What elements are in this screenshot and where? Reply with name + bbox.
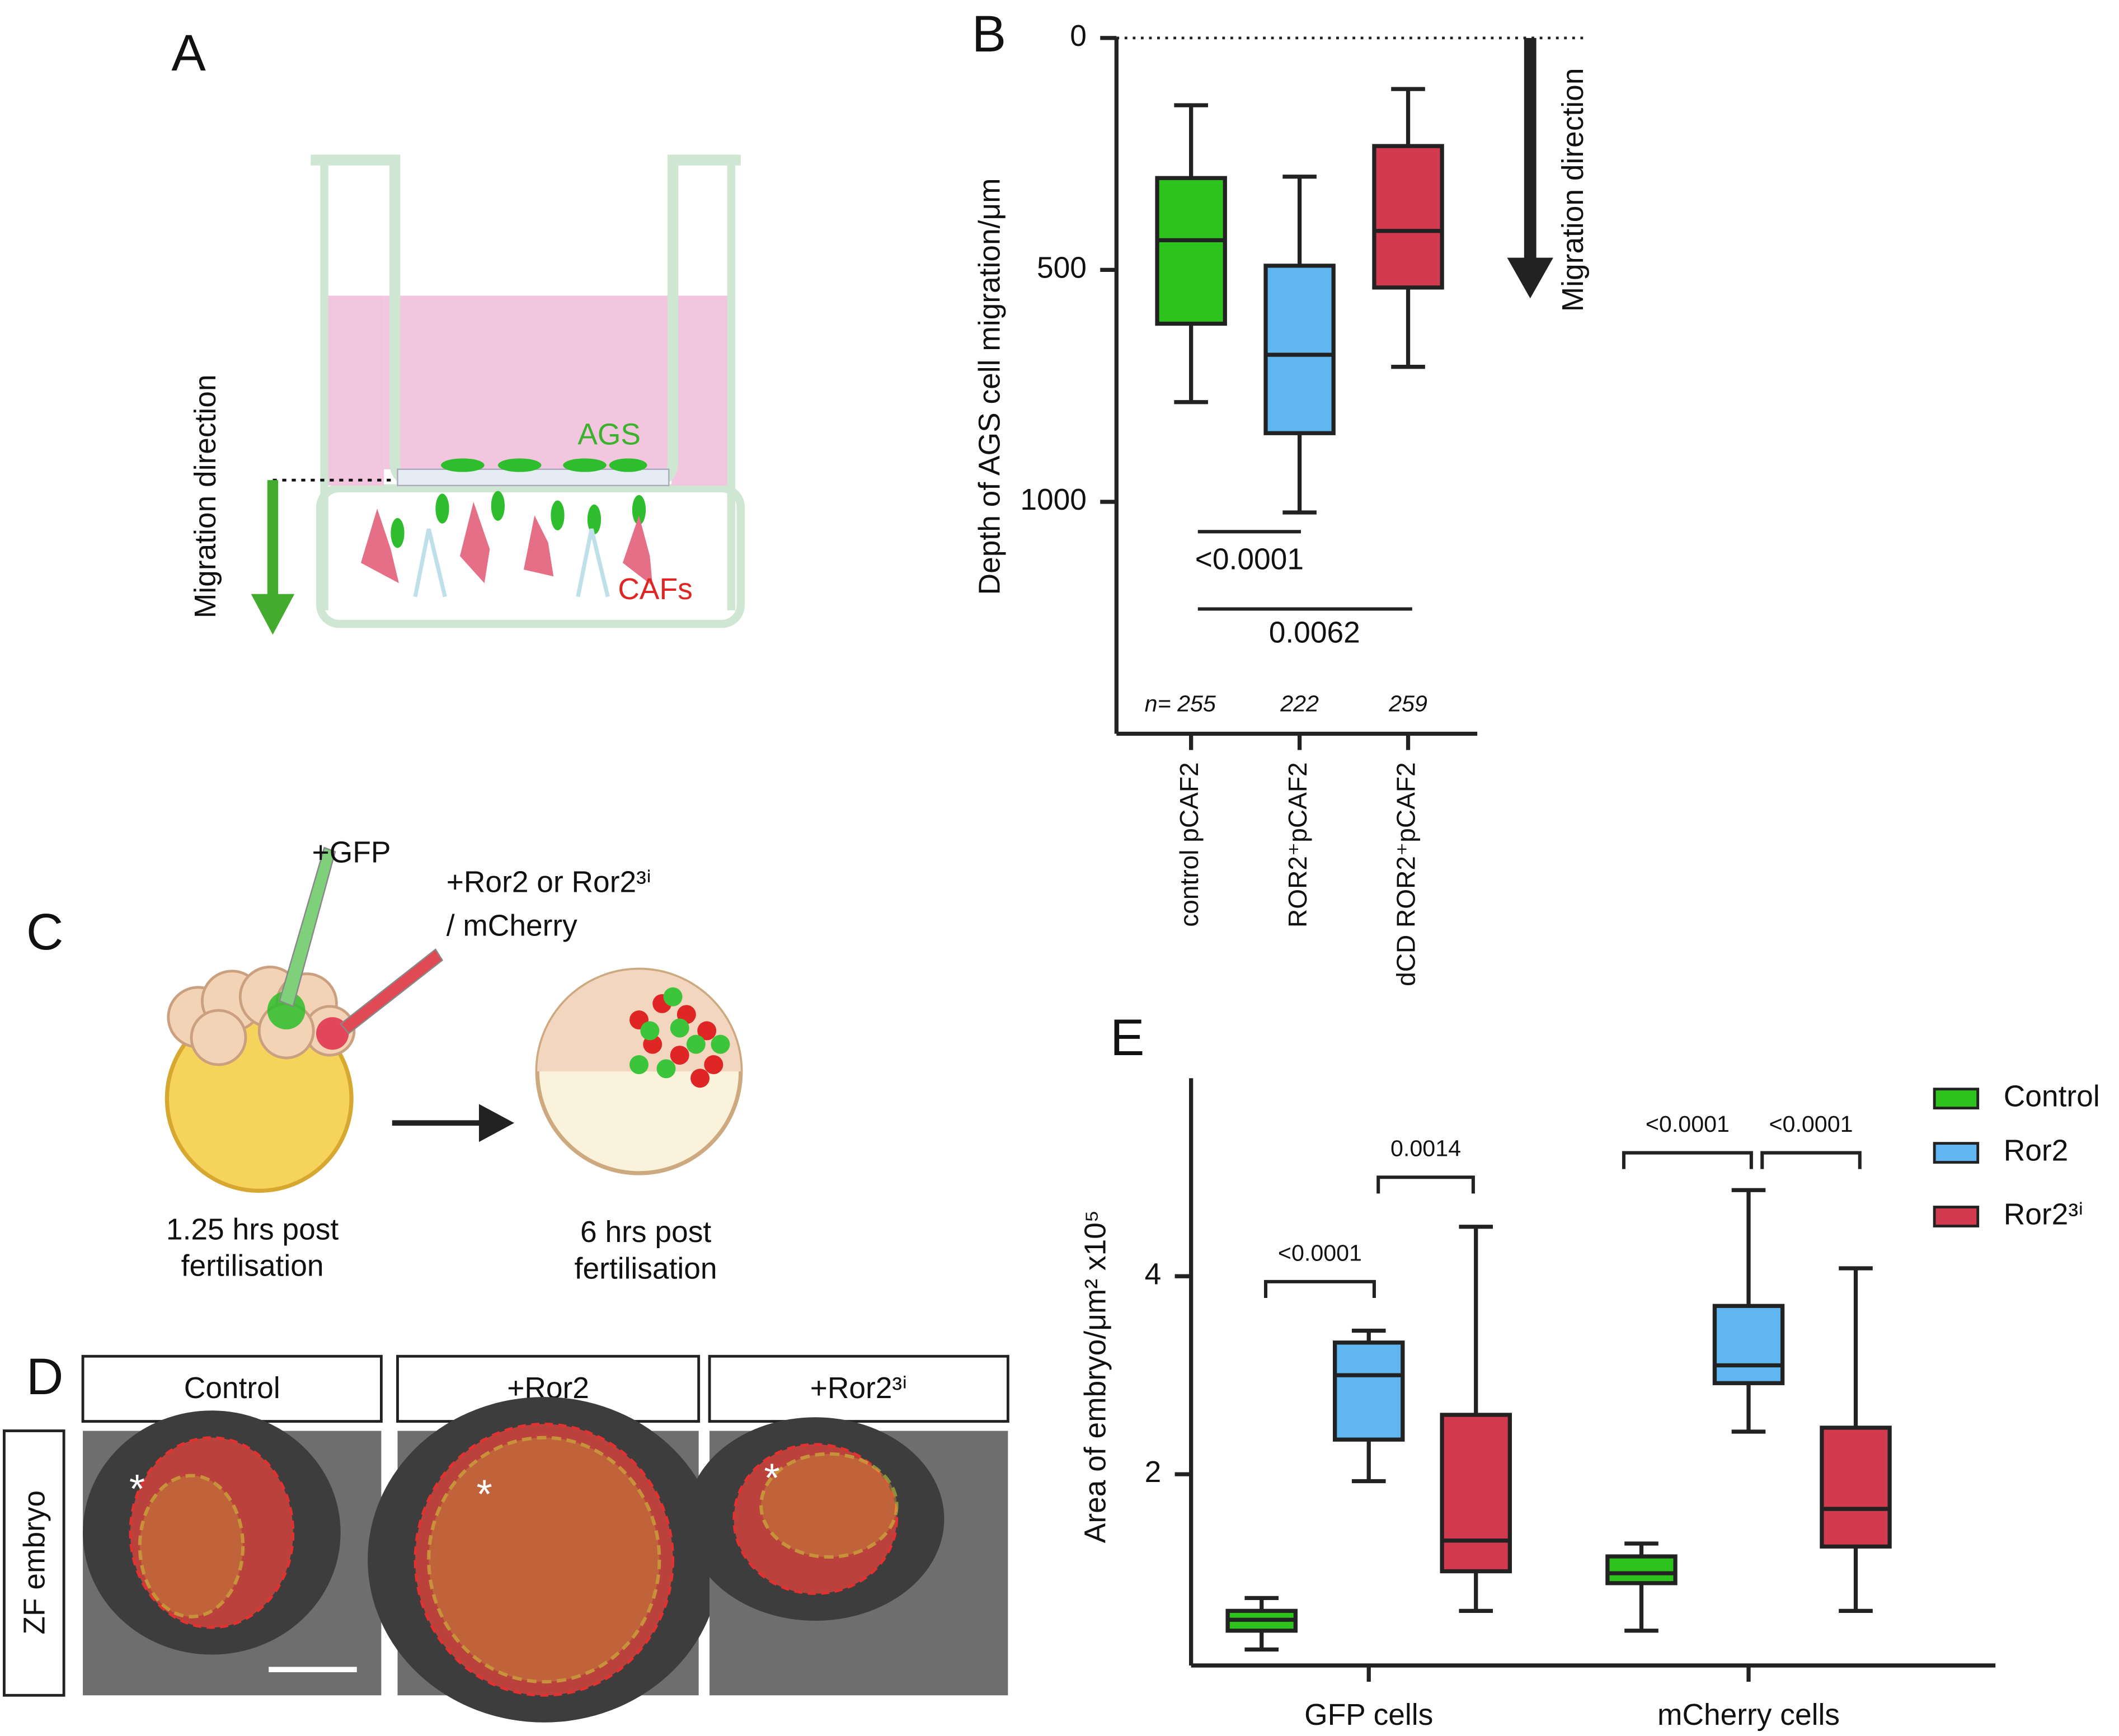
asterisk: * [764,1455,779,1500]
transwell [251,154,745,635]
x-tick-label: mCherry cells [1657,1699,1840,1732]
cell-label: CAFs [618,573,692,606]
legend-label: Control [2004,1080,2100,1113]
box [1263,264,1336,435]
p-value: 0.0062 [1269,617,1360,650]
legend-swatch [1933,1088,1980,1110]
x-tick-label: ROR2⁺pCAF2 [1283,762,1312,928]
n-label: 222 [1280,690,1319,716]
annotation: Migration direction [1557,68,1590,312]
stage-label: fertilisation [181,1250,324,1283]
panel-letter: D [26,1348,64,1405]
panel-letter: B [972,5,1006,63]
green-cells [138,1474,245,1619]
asterisk: * [476,1472,492,1517]
stage-label: 1.25 hrs post [166,1213,339,1246]
p-value: 0.0014 [1390,1136,1461,1161]
column-label: +Ror2³ⁱ [810,1372,908,1405]
embryo-drawing [165,846,743,1193]
p-value: <0.0001 [1195,543,1304,576]
injection-label: +GFP [312,836,391,869]
asterisk: * [129,1466,145,1512]
box [1712,1304,1785,1385]
box [1155,176,1227,326]
n-label: 259 [1388,690,1427,716]
legend-label: Ror2³ⁱ [2004,1198,2084,1231]
box [1332,1340,1405,1442]
injection-label: / mCherry [447,909,577,942]
stage-label: fertilisation [575,1253,717,1286]
panel-letter: A [171,24,206,82]
arrow-head [1507,257,1553,299]
y-tick-label: 2 [1145,1456,1162,1489]
box [1440,1413,1512,1574]
p-value: <0.0001 [1646,1111,1730,1137]
box [1605,1554,1678,1586]
injection-label: +Ror2 or Ror2³ⁱ [447,866,652,899]
y-tick-label: 4 [1145,1258,1162,1291]
y-axis-label: Depth of AGS cell migration/μm [973,178,1006,595]
y-tick-label: 500 [1037,252,1087,285]
n-label: n= 255 [1145,690,1216,716]
stage-label: 6 hrs post [580,1216,711,1249]
micrographs: Control*+Ror2*+Ror2³ⁱ* [81,1354,1009,1723]
panel-letter: E [1110,1009,1144,1066]
box [1820,1426,1892,1549]
box [1372,144,1444,290]
legend-label: Ror2 [2004,1135,2069,1168]
comparison-bracket [1622,1151,1753,1169]
y-axis-label: Area of embryo/μm² x10⁵ [1079,1210,1112,1543]
column-label: Control [184,1372,280,1405]
p-value: <0.0001 [1769,1111,1853,1137]
panel-letter: C [26,903,64,961]
x-tick-label: dCD ROR2⁺pCAF2 [1392,762,1421,986]
p-value: <0.0001 [1278,1240,1362,1265]
green-cells [759,1452,899,1559]
x-tick-label: GFP cells [1304,1699,1433,1732]
y-tick-label: 0 [1070,20,1087,53]
x-tick-label: control pCAF2 [1174,762,1204,926]
comparison-bracket [1376,1175,1475,1194]
green-cells [427,1436,661,1684]
y-tick-label: 1000 [1020,483,1087,516]
row-box [3,1429,65,1697]
arrow-label: Migration direction [189,374,222,618]
legend-swatch [1933,1142,1980,1164]
comparison-bracket [1760,1151,1862,1169]
comparison-bracket [1263,1279,1376,1298]
column-box [708,1354,1009,1423]
legend-swatch [1933,1206,1980,1227]
column-box [81,1354,383,1423]
row-label: ZF embryo [18,1490,51,1635]
cell-label: AGS [577,418,641,451]
